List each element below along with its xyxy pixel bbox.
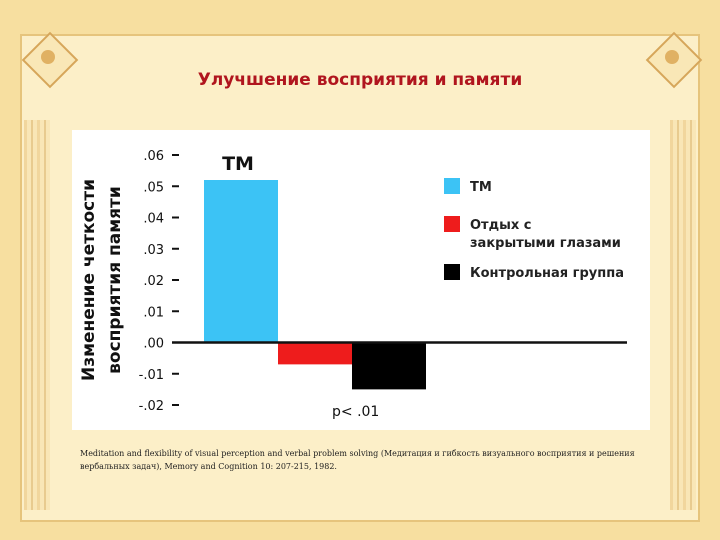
bar-annotation: TM [222,153,254,175]
legend-swatch-1 [444,178,460,194]
y-tick-label: .05 [143,180,164,195]
y-axis-label: восприятия памяти [105,186,125,374]
legend-swatch-3 [444,264,460,280]
legend-label-2: Отдых с [470,218,531,233]
y-tick-label: .04 [143,212,164,227]
ornament-dot-left [41,50,55,64]
y-tick-label: .02 [143,274,164,289]
slide-title: Улучшение восприятия и памяти [197,70,523,90]
y-axis-label: Изменение четкости [79,179,99,381]
legend-swatch-2 [444,216,460,232]
legend-label-1: TM [470,180,492,195]
chart-panel: Изменение четкости восприятия памяти .06 .0… [72,130,650,430]
bar-3 [352,342,426,390]
bar-2 [278,342,352,365]
y-tick-label: .06 [143,149,164,164]
y-tick-label: .03 [143,243,164,258]
y-tick-label: -.02 [139,399,164,414]
y-tick-label: .00 [143,337,164,352]
significance-note: p< .01 [332,404,379,420]
citation-text: Meditation and flexibility of visual per… [80,449,635,471]
ornament-dot-right [665,50,679,64]
right-column-ornament [670,120,696,510]
bar-1 [204,180,278,343]
bar-chart: Изменение четкости восприятия памяти .06 .0… [79,149,627,420]
left-column-ornament [24,120,50,510]
y-tick-label: -.01 [139,368,164,383]
legend-label-3: Контрольная группа [470,266,624,281]
y-tick-label: .01 [143,305,164,320]
legend-label-2: закрытыми глазами [470,236,621,251]
